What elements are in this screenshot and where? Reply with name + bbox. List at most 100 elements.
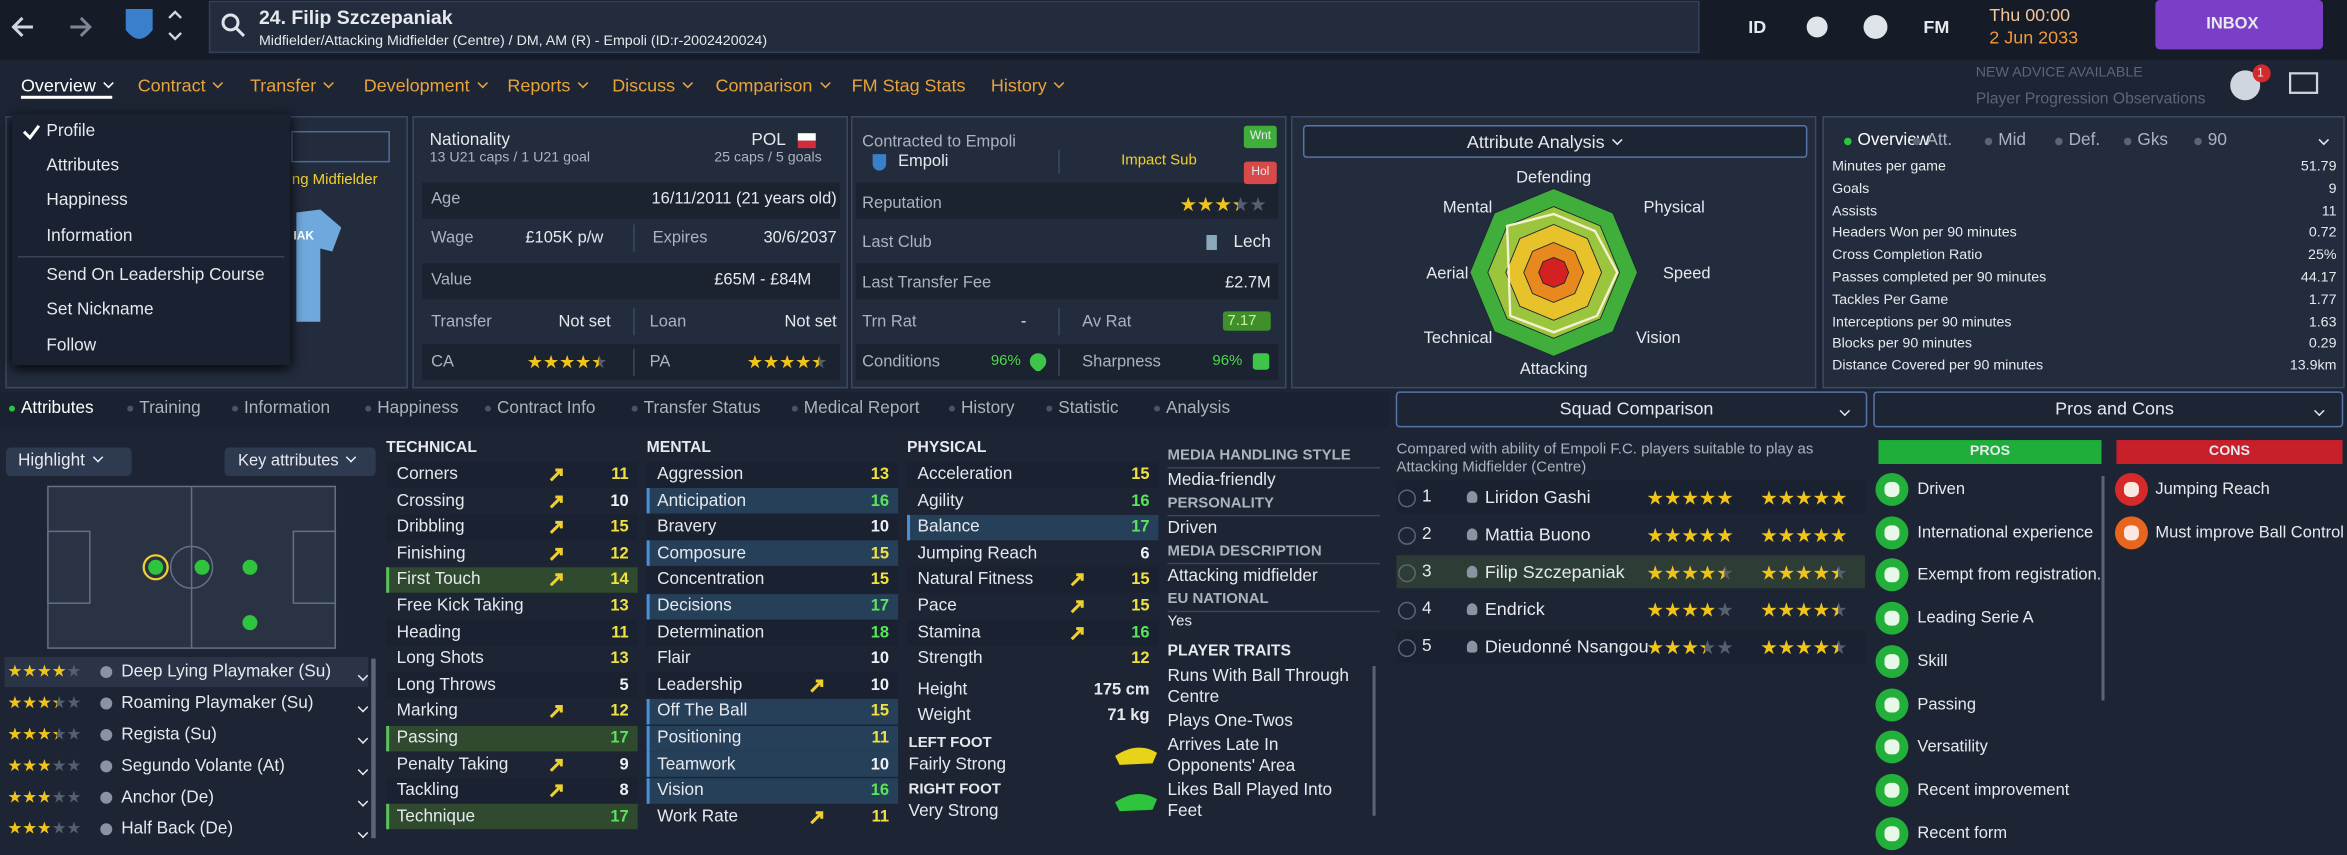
label: Impact Sub (1121, 152, 1197, 170)
training-arrow (1070, 573, 1084, 587)
badge-label: Wnt (1249, 128, 1272, 143)
row-bg (386, 672, 638, 698)
menu-item[interactable]: Follow (46, 336, 97, 355)
value: £2.7M (1225, 273, 1271, 292)
media-heading: MEDIA HANDLING STYLE (1167, 445, 1381, 469)
rating-box (1222, 311, 1271, 331)
radar-label: Speed (1662, 264, 1711, 283)
nav-item[interactable]: Overview (20, 75, 113, 99)
menu-item[interactable]: Send On Leadership Course (46, 266, 265, 285)
attribute-name: First Touch (396, 570, 481, 589)
nav-item[interactable]: Discuss (612, 75, 691, 96)
stats-tab[interactable]: 90 (2207, 131, 2227, 150)
stats-tab[interactable]: Att. (1926, 131, 1953, 150)
stat-value: 9 (2328, 180, 2337, 198)
star-fill: ★★★★★ (1646, 560, 1724, 584)
inbox-button[interactable]: INBOX (2206, 14, 2259, 33)
panel-title: Attribute Analysis (1467, 132, 1621, 153)
label: Av Rat (1082, 312, 1132, 331)
dot (2054, 136, 2062, 145)
nav-item[interactable]: Transfer (250, 75, 333, 96)
fm-button[interactable]: FM (1923, 16, 1950, 38)
sharpness-icon (1252, 353, 1270, 370)
dot (127, 405, 134, 412)
tab[interactable]: Happiness (377, 399, 459, 418)
tab[interactable]: Training (139, 399, 201, 418)
star-rating: ★★★★★★★★★★ (1760, 485, 1848, 509)
id-button[interactable]: ID (1748, 16, 1767, 38)
label: Sharpness (1082, 353, 1161, 372)
menu-item[interactable]: Happiness (46, 191, 128, 210)
star-fill: ★★★★★ (1646, 597, 1715, 621)
info-icon (100, 791, 113, 804)
tab[interactable]: Medical Report (803, 399, 920, 418)
tab[interactable]: Analysis (1166, 399, 1231, 418)
value: 96% (990, 353, 1021, 370)
person-icon (1466, 603, 1478, 616)
nav-item[interactable]: FM Stag Stats (851, 74, 966, 96)
key-row-bg (646, 698, 899, 725)
nav-item[interactable]: Development (364, 75, 486, 96)
tab[interactable]: Statistic (1058, 399, 1119, 418)
stats-tab[interactable]: Mid (1998, 131, 2026, 150)
row-bg (646, 461, 899, 488)
radar (1469, 188, 1638, 357)
nav-item[interactable]: Contract (138, 75, 222, 96)
menu-item[interactable]: Profile (46, 122, 96, 141)
tab[interactable]: Attributes (20, 399, 94, 418)
attribute-value: 15 (610, 518, 629, 537)
info-icon (100, 823, 113, 836)
training-arrow (549, 468, 563, 482)
star-rating: ★★★★★★★★★★ (526, 351, 608, 373)
star-rating: ★★★★★★★★★★ (1646, 560, 1734, 584)
row-bg (907, 461, 1159, 488)
label: PA (649, 353, 671, 372)
dot (1843, 136, 1851, 145)
attribute-name: Teamwork (657, 755, 736, 774)
highlight-button[interactable]: Highlight (18, 451, 101, 472)
stats-tab[interactable]: Overview (1857, 131, 1930, 150)
trait: Plays One-Twos (1167, 712, 1293, 731)
role-text: ng Midfielder (291, 172, 378, 189)
tab[interactable]: Information (243, 399, 331, 418)
star-fill: ★★★★★ (1760, 560, 1838, 584)
divider (633, 308, 635, 336)
stats-tab[interactable]: Gks (2137, 131, 2169, 150)
tab[interactable]: Contract Info (496, 399, 596, 418)
dot (791, 405, 798, 412)
divider (1058, 348, 1060, 376)
media-heading: EU NATIONAL (1167, 588, 1381, 613)
spacer (350, 669, 351, 670)
pro-icon-glyph (1884, 825, 1900, 841)
badge (1243, 161, 1277, 185)
stat-label: Blocks per 90 minutes (1832, 335, 1972, 353)
stat-value: 13.9km (2289, 358, 2337, 375)
nav-item[interactable]: Reports (507, 75, 586, 96)
attribute-value: 5 (619, 676, 629, 695)
nav-item[interactable]: Comparison (715, 75, 828, 96)
star-rating: ★★★★★★★★★★ (746, 351, 828, 373)
attribute-name: Finishing (396, 544, 466, 563)
tab[interactable]: Transfer Status (643, 399, 761, 418)
con-icon-glyph (2123, 524, 2139, 540)
key-attributes-button[interactable]: Key attributes (238, 451, 355, 472)
attribute-name: Technique (396, 807, 476, 826)
menu-item[interactable]: Information (46, 227, 133, 246)
role-name: Roaming Playmaker (Su) (121, 694, 314, 713)
star-rating: ★★★★★★★★★★ (7, 662, 82, 681)
value: 25 caps / 5 goals (714, 149, 822, 167)
key-row-bar (646, 751, 650, 777)
menu-item[interactable]: Set Nickname (46, 300, 154, 319)
nav-item[interactable]: History (991, 75, 1063, 96)
stats-tab[interactable]: Def. (2068, 131, 2101, 150)
con-icon-glyph (2123, 481, 2139, 497)
tab[interactable]: History (960, 399, 1015, 418)
attribute-name: Concentration (657, 570, 765, 589)
shirt-text: IAK (293, 229, 315, 243)
row-bg (646, 619, 899, 646)
key-row-bar (386, 725, 390, 751)
star-rating: ★★★★★★★★★★ (1646, 523, 1734, 546)
star-rating: ★★★★★★★★★★ (1760, 635, 1848, 658)
menu-item[interactable]: Attributes (46, 157, 120, 176)
radar-label: Defending (1516, 169, 1592, 188)
